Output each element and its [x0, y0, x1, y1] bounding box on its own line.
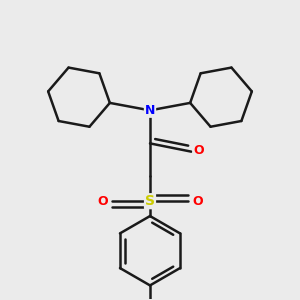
Text: O: O: [98, 195, 108, 208]
Text: S: S: [145, 194, 155, 208]
Text: O: O: [192, 195, 202, 208]
Text: O: O: [193, 143, 204, 157]
Text: N: N: [145, 104, 155, 117]
